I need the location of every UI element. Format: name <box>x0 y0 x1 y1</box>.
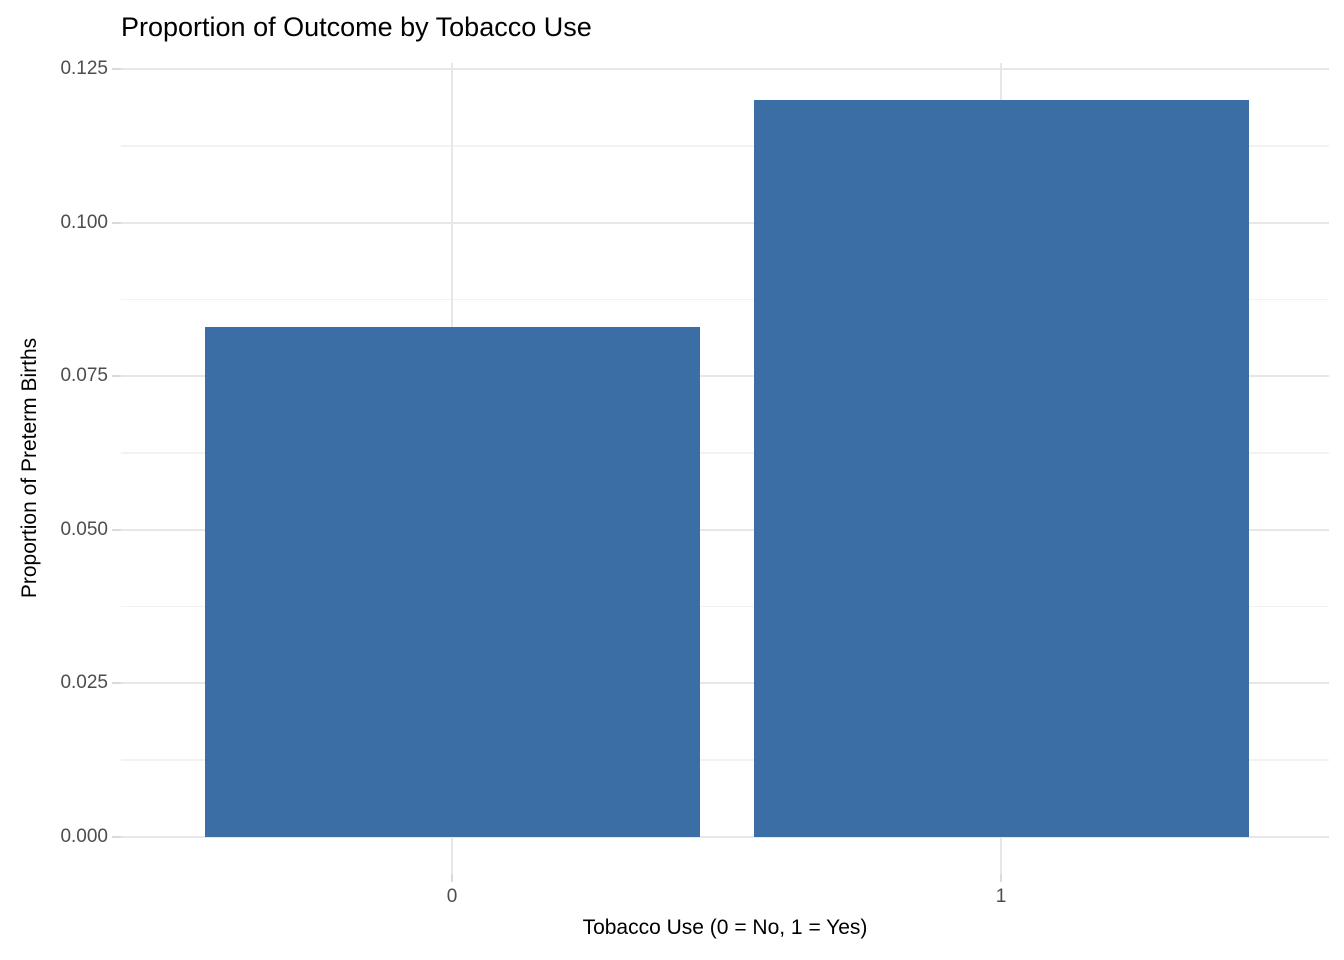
bar-category-0 <box>204 327 700 837</box>
gridline-minor <box>121 452 1329 454</box>
y-tick-label: 0.125 <box>60 58 108 79</box>
y-tick-label: 0.075 <box>60 365 108 387</box>
gridline-minor <box>121 605 1329 608</box>
gridline-minor <box>121 145 1329 147</box>
y-tick-mark <box>112 221 121 224</box>
x-axis-title: Tobacco Use (0 = No, 1 = Yes) <box>582 916 868 939</box>
x-tick-mark <box>451 874 453 882</box>
chart-title: Proportion of Outcome by Tobacco Use <box>121 12 592 42</box>
x-tick-label: 0 <box>446 886 458 907</box>
gridline-major <box>121 68 1329 70</box>
y-tick-mark <box>112 375 121 378</box>
y-tick-mark <box>112 836 121 838</box>
gridline-major <box>121 375 1329 378</box>
y-tick-label: 0.100 <box>60 211 108 233</box>
gridline-minor <box>121 759 1329 761</box>
gridline-major <box>121 528 1329 531</box>
x-tick-label: 1 <box>995 886 1007 907</box>
y-tick-label: 0.000 <box>60 826 108 847</box>
y-tick-label: 0.025 <box>60 672 108 694</box>
gridline-major <box>121 221 1329 224</box>
gridline-minor <box>121 298 1329 301</box>
plot-panel <box>121 63 1329 874</box>
y-tick-label: 0.050 <box>60 518 108 540</box>
gridline-major <box>121 682 1329 685</box>
gridline-major <box>121 836 1329 838</box>
bar-category-1 <box>753 99 1249 837</box>
y-tick-mark <box>112 682 121 685</box>
x-tick-mark <box>1000 874 1002 882</box>
y-tick-mark <box>112 528 121 531</box>
y-tick-mark <box>112 68 121 70</box>
